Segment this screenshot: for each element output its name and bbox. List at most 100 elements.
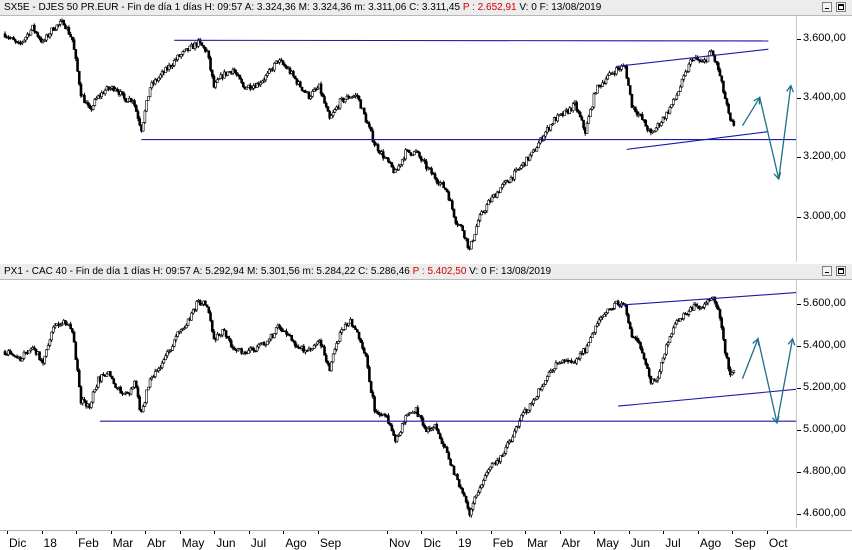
- price-candle-up: [513, 170, 516, 180]
- price-candle-up: [480, 211, 483, 216]
- price-candle-down: [459, 486, 463, 489]
- x-tick-label: Nov: [388, 536, 411, 550]
- maximize-icon[interactable]: [836, 2, 846, 12]
- price-candle-up: [164, 67, 167, 74]
- price-chart-px1[interactable]: [0, 280, 796, 528]
- plot-area[interactable]: [0, 16, 797, 262]
- minimize-icon[interactable]: [822, 2, 832, 12]
- x-tick-mark: [490, 531, 492, 534]
- price-candle-up: [148, 87, 152, 97]
- price-candle-up: [704, 302, 708, 305]
- price-candle-down: [69, 323, 72, 330]
- price-candle-up: [176, 54, 180, 61]
- y-tick-mark: [797, 388, 801, 390]
- price-candle-down: [461, 488, 464, 494]
- price-candle-down: [718, 69, 722, 77]
- price-candle-down: [646, 364, 649, 369]
- price-candle-down: [635, 337, 639, 341]
- price-candle-down: [136, 387, 140, 398]
- price-candle-up: [311, 91, 314, 97]
- minimize-icon[interactable]: [822, 266, 832, 276]
- y-tick-mark: [797, 157, 801, 159]
- price-candle-down: [357, 331, 361, 340]
- price-candle-down: [356, 94, 359, 97]
- price-candle-up: [511, 436, 515, 442]
- price-candle-up: [654, 127, 658, 132]
- plot-area[interactable]: [0, 280, 797, 528]
- price-candle-down: [302, 345, 306, 353]
- projection-arrowhead: [752, 337, 760, 346]
- x-tick-mark: [732, 531, 734, 534]
- chart-panel-sx5e[interactable]: SX5E - DJES 50 PR.EUR - Fin de día 1 día…: [0, 0, 852, 262]
- y-tick-label: 3.600,00: [803, 31, 846, 44]
- price-candle-up: [501, 184, 504, 189]
- price-candle-down: [326, 106, 330, 112]
- price-candle-down: [52, 27, 55, 31]
- price-candle-down: [293, 75, 297, 80]
- x-tick-label: 18: [43, 536, 57, 550]
- price-candle-down: [368, 123, 371, 128]
- maximize-icon[interactable]: [836, 266, 846, 276]
- price-candle-down: [328, 111, 331, 119]
- price-candle-down: [616, 300, 620, 306]
- price-candle-down: [578, 112, 582, 118]
- price-candle-up: [606, 308, 610, 314]
- price-candle-down: [83, 399, 86, 402]
- price-candle-up: [533, 398, 537, 401]
- price-candle-down: [235, 71, 238, 75]
- price-candle-down: [321, 345, 325, 348]
- price-candle-up: [150, 82, 154, 88]
- x-tick-mark: [248, 531, 250, 534]
- price-candle-up: [585, 345, 589, 353]
- price-chart-sx5e[interactable]: [0, 16, 796, 262]
- price-candle-down: [292, 71, 295, 77]
- price-candle-up: [480, 484, 483, 489]
- price-candle-up: [475, 226, 478, 235]
- price-candle-down: [380, 414, 383, 417]
- price-candle-up: [153, 370, 157, 377]
- price-candle-up: [91, 391, 95, 403]
- price-candle-up: [255, 346, 259, 352]
- price-candle-up: [400, 423, 404, 433]
- price-candle-up: [665, 111, 668, 119]
- price-candle-up: [546, 376, 549, 381]
- x-tick-label: Jul: [665, 536, 681, 550]
- x-tick-mark: [76, 531, 78, 534]
- price-candle-down: [611, 308, 615, 310]
- price-candle-down: [362, 107, 366, 115]
- price-candle-up: [143, 110, 147, 123]
- price-candle-up: [537, 388, 540, 397]
- price-candle-down: [10, 353, 14, 356]
- price-candle-up: [311, 348, 314, 351]
- price-candle-up: [470, 241, 473, 250]
- price-candle-down: [376, 144, 380, 152]
- price-candle-down: [350, 319, 354, 327]
- price-candle-up: [563, 110, 566, 116]
- price-candle-up: [171, 346, 174, 351]
- price-candle-up: [525, 156, 528, 166]
- price-candle-up: [333, 109, 337, 113]
- price-candle-down: [459, 224, 463, 227]
- price-candle-down: [730, 119, 734, 122]
- price-candle-up: [470, 509, 473, 516]
- price-candle-down: [419, 156, 423, 161]
- projection-arrowhead: [787, 337, 796, 346]
- price-candle-up: [57, 23, 60, 26]
- price-candle-up: [395, 435, 399, 442]
- price-candle-up: [404, 415, 407, 423]
- close-label: C: 3.311,45: [409, 2, 461, 13]
- price-candle-up: [53, 29, 57, 31]
- price-candle-down: [466, 501, 470, 509]
- price-candle-down: [425, 161, 428, 170]
- price-candle-up: [397, 434, 401, 437]
- chart-panel-px1[interactable]: PX1 - CAC 40 - Fin de día 1 días H: 09:5…: [0, 264, 852, 528]
- x-tick-mark: [421, 531, 423, 534]
- price-candle-up: [407, 412, 411, 415]
- price-candle-up: [343, 324, 347, 330]
- price-candle-up: [186, 318, 190, 326]
- price-candle-up: [171, 65, 174, 68]
- price-candle-up: [350, 96, 354, 99]
- price-candle-up: [554, 362, 558, 369]
- price-candle-up: [520, 414, 523, 421]
- price-candle-down: [430, 168, 433, 174]
